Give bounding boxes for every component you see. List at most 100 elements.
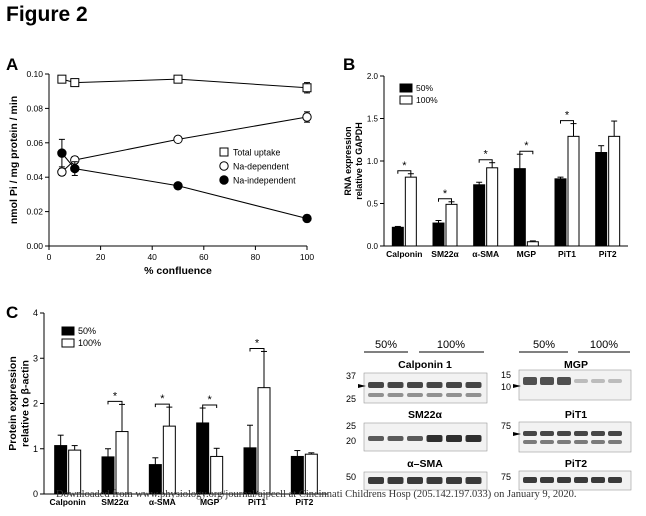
panel-c-significance-star: * <box>113 390 118 402</box>
blot-marker: 37 <box>346 371 356 381</box>
blot-band <box>446 382 462 388</box>
blot-arrow-icon <box>358 384 366 388</box>
panel-a-x-tick-label: 0 <box>47 252 52 262</box>
panel-c-y-label: Protein expression <box>7 356 19 451</box>
panel-a-series-line <box>61 78 308 89</box>
blot-marker: 25 <box>346 394 356 404</box>
blot-band <box>574 440 588 444</box>
blot-band <box>591 431 605 436</box>
panel-b-bar <box>473 184 486 247</box>
panel-a-data-point <box>57 167 67 177</box>
panel-b-bar <box>513 168 526 247</box>
panel-b-significance-star: * <box>524 140 529 152</box>
panel-c-bar <box>257 387 271 495</box>
panel-c-significance-bracket <box>154 403 170 408</box>
blot-label-pit2: PiT2 <box>565 458 587 470</box>
panel-a-y-tick-label: 0.00 <box>26 241 43 251</box>
blot-band <box>387 477 404 484</box>
panel-b-bar <box>567 135 580 247</box>
panel-b-legend-swatch <box>399 83 413 93</box>
panel-a-x-tick-label: 80 <box>251 252 261 262</box>
panel-b-bar <box>432 222 445 247</box>
panel-b-significance-star: * <box>402 160 407 172</box>
panel-c-y-tick-label: 3 <box>33 353 38 363</box>
panel-b-significance-bracket <box>478 159 493 163</box>
blot-band <box>608 477 622 483</box>
panel-b-significance-bracket <box>438 198 452 202</box>
blot-marker: 20 <box>346 436 356 446</box>
blot-left-header-100: 100% <box>437 339 465 351</box>
panel-b-bar <box>391 226 404 247</box>
panel-a-data-point <box>302 83 312 93</box>
blot-label-pit1: PiT1 <box>565 409 587 421</box>
blot-band <box>608 379 622 383</box>
blot-marker: 10 <box>501 382 511 392</box>
panel-c-category-label: α-SMA <box>149 497 176 507</box>
panel-b-significance-bracket <box>519 150 534 155</box>
panel-b-bar <box>595 152 608 247</box>
blot-band <box>608 440 622 444</box>
panel-a-data-point <box>57 74 67 84</box>
panel-c-bar <box>243 447 257 495</box>
panel-a-x-tick-label: 20 <box>96 252 106 262</box>
panel-b-significance-bracket <box>560 120 574 124</box>
download-footer: Downloaded from www.physiology.org/journ… <box>56 489 577 500</box>
panel-b-y-tick-label: 0.0 <box>367 242 379 251</box>
panel-b-category-label: SM22α <box>431 249 459 259</box>
panel-c-category-label: MGP <box>200 497 220 507</box>
blot-band <box>557 377 571 385</box>
panel-b-significance-star: * <box>443 188 448 200</box>
panel-a-letter: A <box>6 55 18 74</box>
blot-band <box>465 382 482 388</box>
panel-a-data-point <box>57 148 67 158</box>
blot-band <box>574 477 588 483</box>
panel-a-y-tick-label: 0.10 <box>26 69 43 79</box>
panel-c-y-tick-label: 4 <box>33 308 38 318</box>
panel-b-y-tick-label: 1.0 <box>367 157 379 166</box>
blot-label-mgp: MGP <box>564 359 588 371</box>
panel-c-category-label: Calponin <box>49 497 85 507</box>
blot-band <box>426 435 443 442</box>
panel-b-legend-label: 50% <box>416 83 433 93</box>
panel-a-data-point <box>173 74 183 84</box>
panel-c-significance-star: * <box>208 394 213 406</box>
panel-a-data-point <box>302 213 312 224</box>
blot-band <box>407 436 423 441</box>
panel-c-significance-bracket <box>202 404 218 409</box>
panel-c-bar <box>68 449 82 495</box>
panel-a-series-line <box>61 152 308 219</box>
panel-a-y-tick-label: 0.02 <box>26 207 43 217</box>
blot-band <box>446 477 462 484</box>
panel-a-series-line <box>61 116 308 173</box>
blot-marker: 75 <box>501 421 511 431</box>
blot-band <box>540 431 554 436</box>
blot-mgp <box>518 369 632 401</box>
panel-c-category-label: SM22α <box>101 497 129 507</box>
blot-band <box>557 431 571 436</box>
figure-title: Figure 2 <box>6 3 88 26</box>
panel-b-category-label: Calponin <box>386 249 422 259</box>
panel-c-bar <box>54 445 68 495</box>
blot-label-sm22a: SM22α <box>408 409 442 421</box>
blot-band <box>523 377 537 385</box>
panel-b-category-label: PiT2 <box>599 249 617 259</box>
panel-b-bar <box>608 135 621 247</box>
panel-b-bar <box>526 241 539 247</box>
panel-c-letter: C <box>6 303 18 322</box>
blot-arrow-icon <box>513 432 521 436</box>
panel-a-data-point <box>70 163 80 174</box>
blot-band <box>407 382 423 388</box>
panel-c-legend-label: 100% <box>78 338 101 348</box>
blot-pit1 <box>518 421 632 453</box>
panel-a-x-tick-label: 100 <box>300 252 314 262</box>
blot-band <box>591 440 605 444</box>
panel-a-y-tick-label: 0.06 <box>26 138 43 148</box>
blot-band <box>465 477 482 484</box>
panel-b-bar <box>486 167 499 247</box>
blot-band <box>465 435 482 442</box>
panel-a-legend-label: Na-dependent <box>233 162 289 172</box>
panel-c-y-tick-label: 1 <box>33 444 38 454</box>
panel-a-legend-marker <box>219 161 229 171</box>
panel-a-data-point <box>70 78 80 88</box>
